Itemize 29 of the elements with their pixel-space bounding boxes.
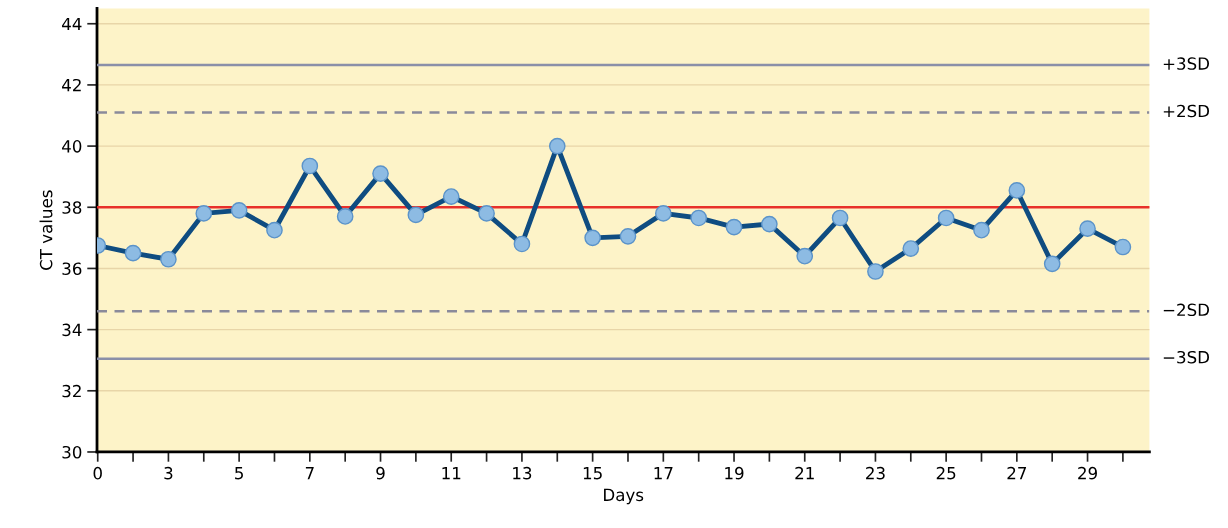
y-tick-label: 36	[62, 262, 82, 276]
y-tick-label: 40	[62, 140, 82, 153]
y-tick-label: 30	[62, 445, 82, 459]
x-tick-label: 25	[936, 466, 956, 480]
x-tick-label: 19	[725, 466, 744, 480]
x-tick-label: 29	[1078, 466, 1097, 480]
y-tick-label: 38	[62, 201, 82, 214]
x-tick-label: 15	[583, 467, 602, 480]
x-tick-label: 13	[513, 466, 532, 480]
y-axis-title: CT values	[39, 190, 53, 270]
ref-line-label: +3SD	[1163, 57, 1210, 70]
x-tick-label: 17	[654, 467, 673, 480]
y-tick-label: 32	[62, 384, 81, 398]
x-tick-label: 9	[376, 466, 385, 480]
x-tick-label: 27	[1007, 466, 1027, 480]
x-tick-label: 5	[235, 467, 243, 480]
ref-line-label: +2SD	[1163, 104, 1210, 118]
x-axis-title: Days	[604, 488, 644, 505]
x-tick-label: 11	[442, 467, 461, 480]
ref-line-label: −3SD	[1163, 350, 1210, 364]
y-tick-label: 42	[62, 78, 81, 92]
x-tick-label: 3	[164, 466, 173, 480]
y-tick-label: 44	[62, 17, 82, 31]
x-tick-label: 23	[866, 466, 885, 480]
x-tick-label: 21	[795, 466, 814, 480]
x-tick-label: 0	[93, 466, 102, 480]
ref-line-label: −2SD	[1163, 303, 1210, 317]
x-tick-label: 7	[305, 467, 314, 480]
y-tick-label: 34	[62, 323, 82, 337]
